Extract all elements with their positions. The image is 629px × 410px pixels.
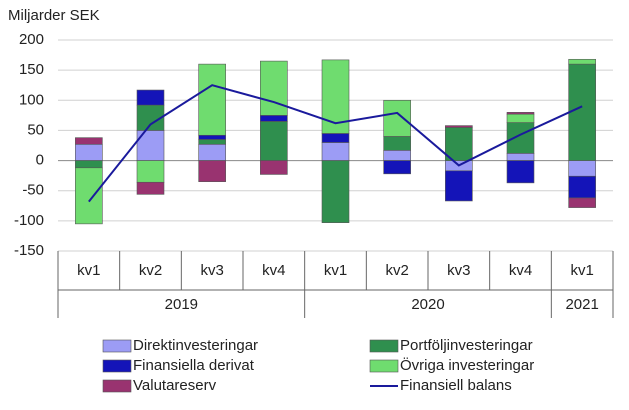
bar-segment [136,160,165,183]
legend-label: Övriga investeringar [400,356,534,374]
legend-swatch [369,359,399,373]
bar-segment [383,99,411,137]
bar-segment [568,63,596,161]
x-tick-label: kv2 [385,262,408,279]
year-label: 2020 [411,296,444,313]
bar-segment [445,170,473,202]
bar-segment [568,197,596,208]
legend-swatch [102,359,132,373]
x-tick-label: kv3 [200,262,223,279]
legend-label: Portföljinvesteringar [400,337,533,354]
y-tick-label: 50 [27,121,44,138]
x-tick-label: kv1 [570,262,593,279]
bar-segment [75,167,103,225]
y-tick-label: -50 [22,182,44,199]
bar-segment [568,58,596,65]
bar-segment [383,136,411,151]
bar-segment [568,175,596,199]
y-tick-label: 100 [19,91,44,108]
bar-segment [260,121,288,161]
x-tick-label: kv3 [447,262,470,279]
x-tick-label: kv1 [77,262,100,279]
bar-segment [445,125,473,128]
bar-segment [75,143,103,161]
bar-segment [506,112,535,115]
bar-segment [75,160,103,169]
bar-segment [383,160,411,175]
legend-label: Finansiella derivat [133,357,255,374]
bar-segment [198,139,226,145]
bar-segment [321,160,350,223]
bar-segment [198,143,226,161]
bar-segment [506,160,535,184]
bar-segment [260,160,288,175]
x-tick-label: kv4 [262,262,285,279]
x-tick-label: kv1 [324,262,347,279]
bar-segment [136,181,165,195]
bar-segment [321,142,350,161]
y-tick-label: -100 [14,212,44,229]
legend-label: Direktinvesteringar [133,337,258,354]
legend-swatch [369,339,399,353]
bar-segment [321,133,350,143]
y-tick-label: 200 [19,31,44,48]
bar-segment [260,115,288,122]
y-axis-label: Miljarder SEK [8,7,100,24]
bar-segment [136,89,165,106]
year-label: 2021 [565,296,598,313]
bar-segment [506,122,535,154]
balance-line [88,84,583,203]
x-tick-label: kv4 [509,262,532,279]
bar-segment [260,60,288,116]
bar-segment [198,160,226,182]
bar-segment [198,63,226,136]
y-tick-label: 150 [19,61,44,78]
bar-segment [75,137,103,145]
legend-swatch [102,339,132,353]
legend-swatch [102,379,132,393]
legend-label: Finansiell balans [400,377,512,394]
y-tick-label: 0 [36,152,44,169]
legend-label: Valutareserv [133,377,217,394]
bar-segment [506,113,535,123]
y-tick-label: -150 [14,242,44,259]
bar-segment [568,160,596,177]
bar-segment [198,134,226,140]
bar-segment [383,150,411,161]
year-label: 2019 [165,296,198,313]
bar-segment [445,127,473,161]
x-tick-label: kv2 [139,262,162,279]
bar-segment [506,153,535,161]
